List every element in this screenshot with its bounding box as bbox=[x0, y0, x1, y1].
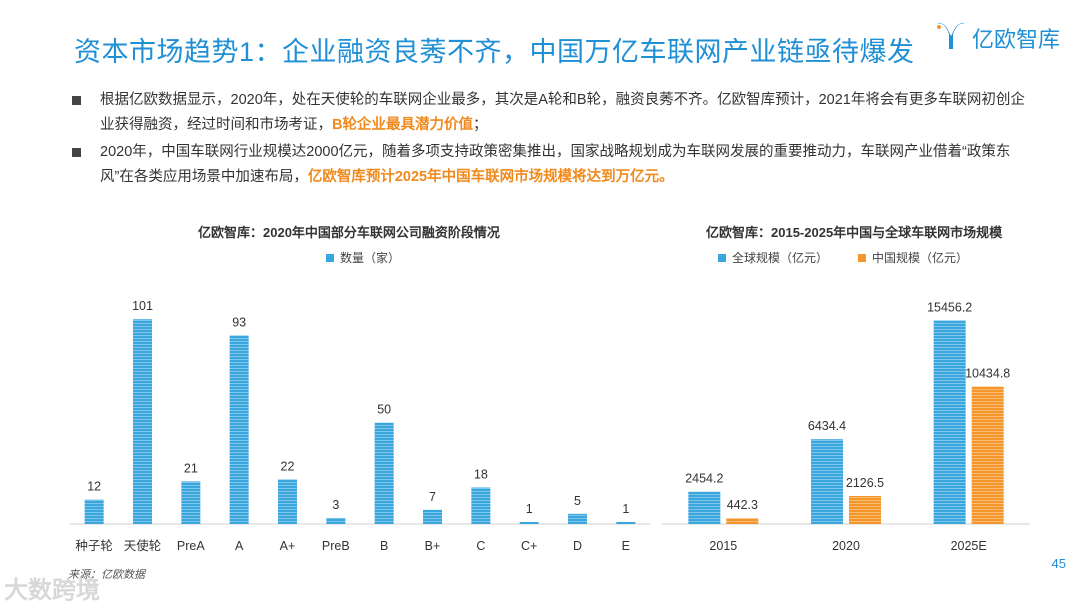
chart-title-funding: 亿欧智库：2020年中国部分车联网公司融资阶段情况 bbox=[198, 225, 500, 240]
data-label: 50 bbox=[377, 403, 391, 417]
bullet-highlight: 亿欧智库预计2025年中国车联网市场规模将达到万亿元。 bbox=[307, 169, 674, 185]
bar bbox=[811, 439, 843, 524]
bullet-square-icon bbox=[72, 96, 81, 105]
bar bbox=[471, 487, 491, 524]
data-label: 10434.8 bbox=[965, 367, 1010, 381]
chart-title-market: 亿欧智库：2015-2025年中国与全球车联网市场规模 bbox=[706, 225, 1003, 240]
logo-mark-icon bbox=[937, 22, 965, 49]
tick-label: 2025E bbox=[951, 539, 987, 553]
bar bbox=[181, 481, 201, 524]
logo: 亿欧智库 bbox=[934, 16, 1060, 56]
tick-label: PreA bbox=[177, 539, 205, 553]
tick-label: D bbox=[573, 539, 582, 553]
bar bbox=[971, 386, 1004, 524]
watermark: 大数跨境 bbox=[4, 577, 100, 604]
bar bbox=[688, 491, 721, 524]
bullet-text: 2020年，中国车联网行业规模达2000亿元，随着多项支持政策密集推出，国家战略… bbox=[100, 144, 1011, 185]
legend-swatch bbox=[718, 254, 726, 262]
bar bbox=[849, 495, 881, 524]
legend-swatch bbox=[326, 254, 334, 262]
bar bbox=[423, 509, 442, 524]
data-label: 5 bbox=[574, 494, 581, 508]
bullet-text: 根据亿欧数据显示，2020年，处在天使轮的车联网企业最多，其次是A轮和B轮，融资… bbox=[100, 92, 1025, 133]
bar bbox=[229, 335, 249, 524]
data-label: 6434.4 bbox=[808, 419, 846, 433]
tick-label: 2015 bbox=[709, 539, 737, 553]
data-label: 7 bbox=[429, 490, 436, 504]
page-number: 45 bbox=[1051, 556, 1066, 571]
page-title: 资本市场趋势1：企业融资良莠不齐，中国万亿车联网产业链亟待爆发 bbox=[74, 37, 915, 67]
data-label: 22 bbox=[281, 459, 295, 473]
tick-label: PreB bbox=[322, 539, 350, 553]
bullet-text-end: ； bbox=[472, 117, 488, 133]
data-label: 2126.5 bbox=[846, 476, 884, 490]
tick-label: A bbox=[235, 539, 244, 553]
bar bbox=[278, 479, 297, 524]
logo-text: 亿欧智库 bbox=[972, 27, 1061, 52]
tick-label: 天使轮 bbox=[124, 538, 162, 553]
bar bbox=[519, 521, 539, 524]
data-label: 18 bbox=[474, 468, 488, 482]
tick-label: B bbox=[380, 539, 388, 553]
bar bbox=[568, 513, 587, 524]
bullet-square-icon bbox=[72, 148, 81, 157]
data-label: 12 bbox=[87, 480, 101, 494]
bullet-highlight: B轮企业最具潜力价值 bbox=[332, 117, 473, 133]
legend-label: 数量（家） bbox=[340, 250, 400, 265]
bullet-list: 根据亿欧数据显示，2020年，处在天使轮的车联网企业最多，其次是A轮和B轮，融资… bbox=[72, 88, 1032, 192]
data-label: 101 bbox=[132, 299, 153, 313]
bar bbox=[326, 517, 346, 524]
legend-label: 中国规模（亿元） bbox=[872, 250, 968, 265]
data-label: 15456.2 bbox=[927, 300, 972, 314]
tick-label: E bbox=[622, 539, 630, 553]
tick-label: 种子轮 bbox=[75, 539, 113, 553]
data-label: 1 bbox=[526, 502, 533, 516]
tick-label: B+ bbox=[425, 539, 441, 553]
bar bbox=[933, 320, 966, 524]
data-label: 2454.2 bbox=[685, 472, 723, 486]
tick-label: 2020 bbox=[832, 539, 860, 553]
source-note: 来源：亿欧数据 bbox=[68, 569, 145, 581]
tick-label: A+ bbox=[280, 539, 296, 553]
data-label: 93 bbox=[232, 315, 246, 329]
legend-label: 全球规模（亿元） bbox=[732, 250, 828, 265]
bullet-item: 2020年，中国车联网行业规模达2000亿元，随着多项支持政策密集推出，国家战略… bbox=[72, 140, 1032, 190]
bar bbox=[726, 518, 759, 524]
data-label: 1 bbox=[622, 502, 629, 516]
bar bbox=[616, 521, 636, 524]
data-label: 3 bbox=[332, 498, 339, 512]
data-label: 442.3 bbox=[727, 498, 758, 512]
legend-swatch bbox=[858, 254, 866, 262]
bullet-item: 根据亿欧数据显示，2020年，处在天使轮的车联网企业最多，其次是A轮和B轮，融资… bbox=[72, 88, 1032, 138]
bar bbox=[133, 319, 152, 524]
tick-label: C+ bbox=[521, 539, 537, 553]
tick-label: C bbox=[476, 539, 485, 553]
bar bbox=[374, 422, 394, 524]
data-label: 21 bbox=[184, 461, 198, 475]
bar bbox=[84, 499, 104, 524]
